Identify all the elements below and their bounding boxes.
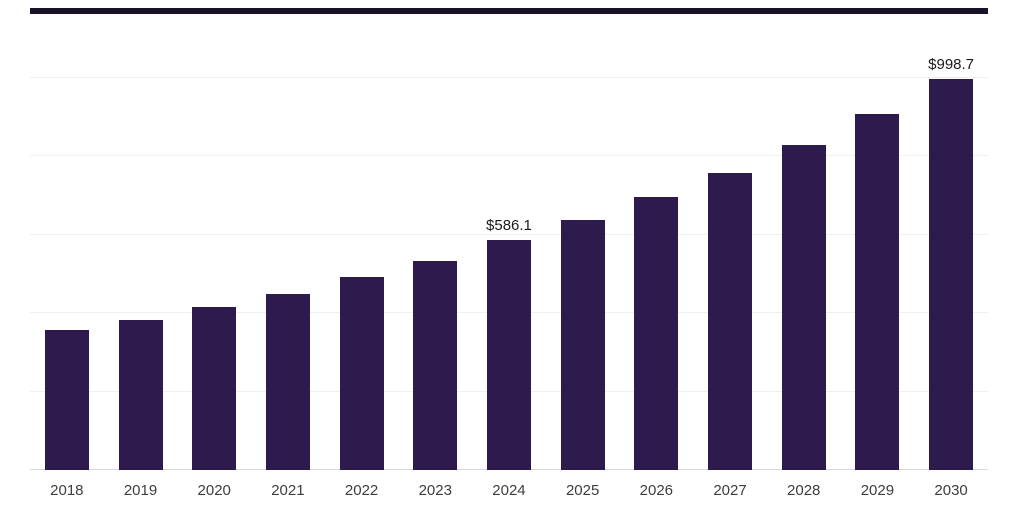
x-tick-2027: 2027 bbox=[713, 482, 747, 499]
bar-column-2026 bbox=[620, 0, 694, 470]
x-tick-2021: 2021 bbox=[271, 482, 305, 499]
bar-column-2019 bbox=[104, 0, 178, 470]
bar-column-2025 bbox=[546, 0, 620, 470]
x-axis-tick-labels: 2018 2019 2020 2021 2022 2023 2024 2025 2026 2027… bbox=[30, 482, 988, 499]
bar-column-2018 bbox=[30, 0, 104, 470]
x-tick-2023: 2023 bbox=[418, 482, 452, 499]
x-tick-2024: 2024 bbox=[492, 482, 526, 499]
bar-column-2023 bbox=[398, 0, 472, 470]
bar-2021 bbox=[265, 293, 310, 470]
bar-2027 bbox=[708, 172, 753, 470]
x-tick-2030: 2030 bbox=[934, 482, 968, 499]
x-tick-2026: 2026 bbox=[639, 482, 674, 499]
x-tick-2028: 2028 bbox=[787, 482, 821, 499]
bar-2029 bbox=[855, 114, 900, 470]
x-tick-2029: 2029 bbox=[860, 482, 895, 499]
bars-container: $586.1 $998.7 bbox=[30, 0, 988, 470]
bar-column-2022 bbox=[325, 0, 399, 470]
x-tick-2020: 2020 bbox=[197, 482, 231, 499]
bar-column-2027 bbox=[693, 0, 767, 470]
bar-column-2028 bbox=[767, 0, 841, 470]
top-divider-rule bbox=[30, 8, 988, 14]
gridline-1000 bbox=[30, 77, 988, 78]
bar-2019 bbox=[118, 320, 163, 470]
bar-chart-plot: $586.1 $998.7 bbox=[30, 0, 988, 470]
x-tick-2025: 2025 bbox=[565, 482, 600, 499]
x-tick-2022: 2022 bbox=[344, 482, 379, 499]
bar-column-2020 bbox=[177, 0, 251, 470]
gridline-800 bbox=[30, 155, 988, 157]
bar-2022 bbox=[339, 277, 384, 470]
bar-2030 bbox=[929, 78, 974, 470]
bar-column-2030: $998.7 bbox=[914, 0, 988, 470]
bar-2026 bbox=[634, 197, 679, 470]
data-label-2024: $586.1 bbox=[486, 217, 532, 235]
bar-2025 bbox=[560, 220, 605, 470]
gridline-600 bbox=[30, 233, 988, 235]
bar-column-2021 bbox=[251, 0, 325, 470]
data-label-2030: $998.7 bbox=[928, 55, 975, 73]
bar-2024 bbox=[486, 240, 531, 470]
bar-2028 bbox=[781, 144, 826, 470]
bar-column-2029 bbox=[841, 0, 915, 470]
x-tick-2019: 2019 bbox=[123, 482, 158, 499]
bar-2023 bbox=[413, 261, 458, 470]
bar-column-2024: $586.1 bbox=[472, 0, 546, 470]
bar-2018 bbox=[44, 330, 89, 470]
bar-2020 bbox=[192, 307, 237, 470]
x-tick-2018: 2018 bbox=[50, 482, 84, 499]
